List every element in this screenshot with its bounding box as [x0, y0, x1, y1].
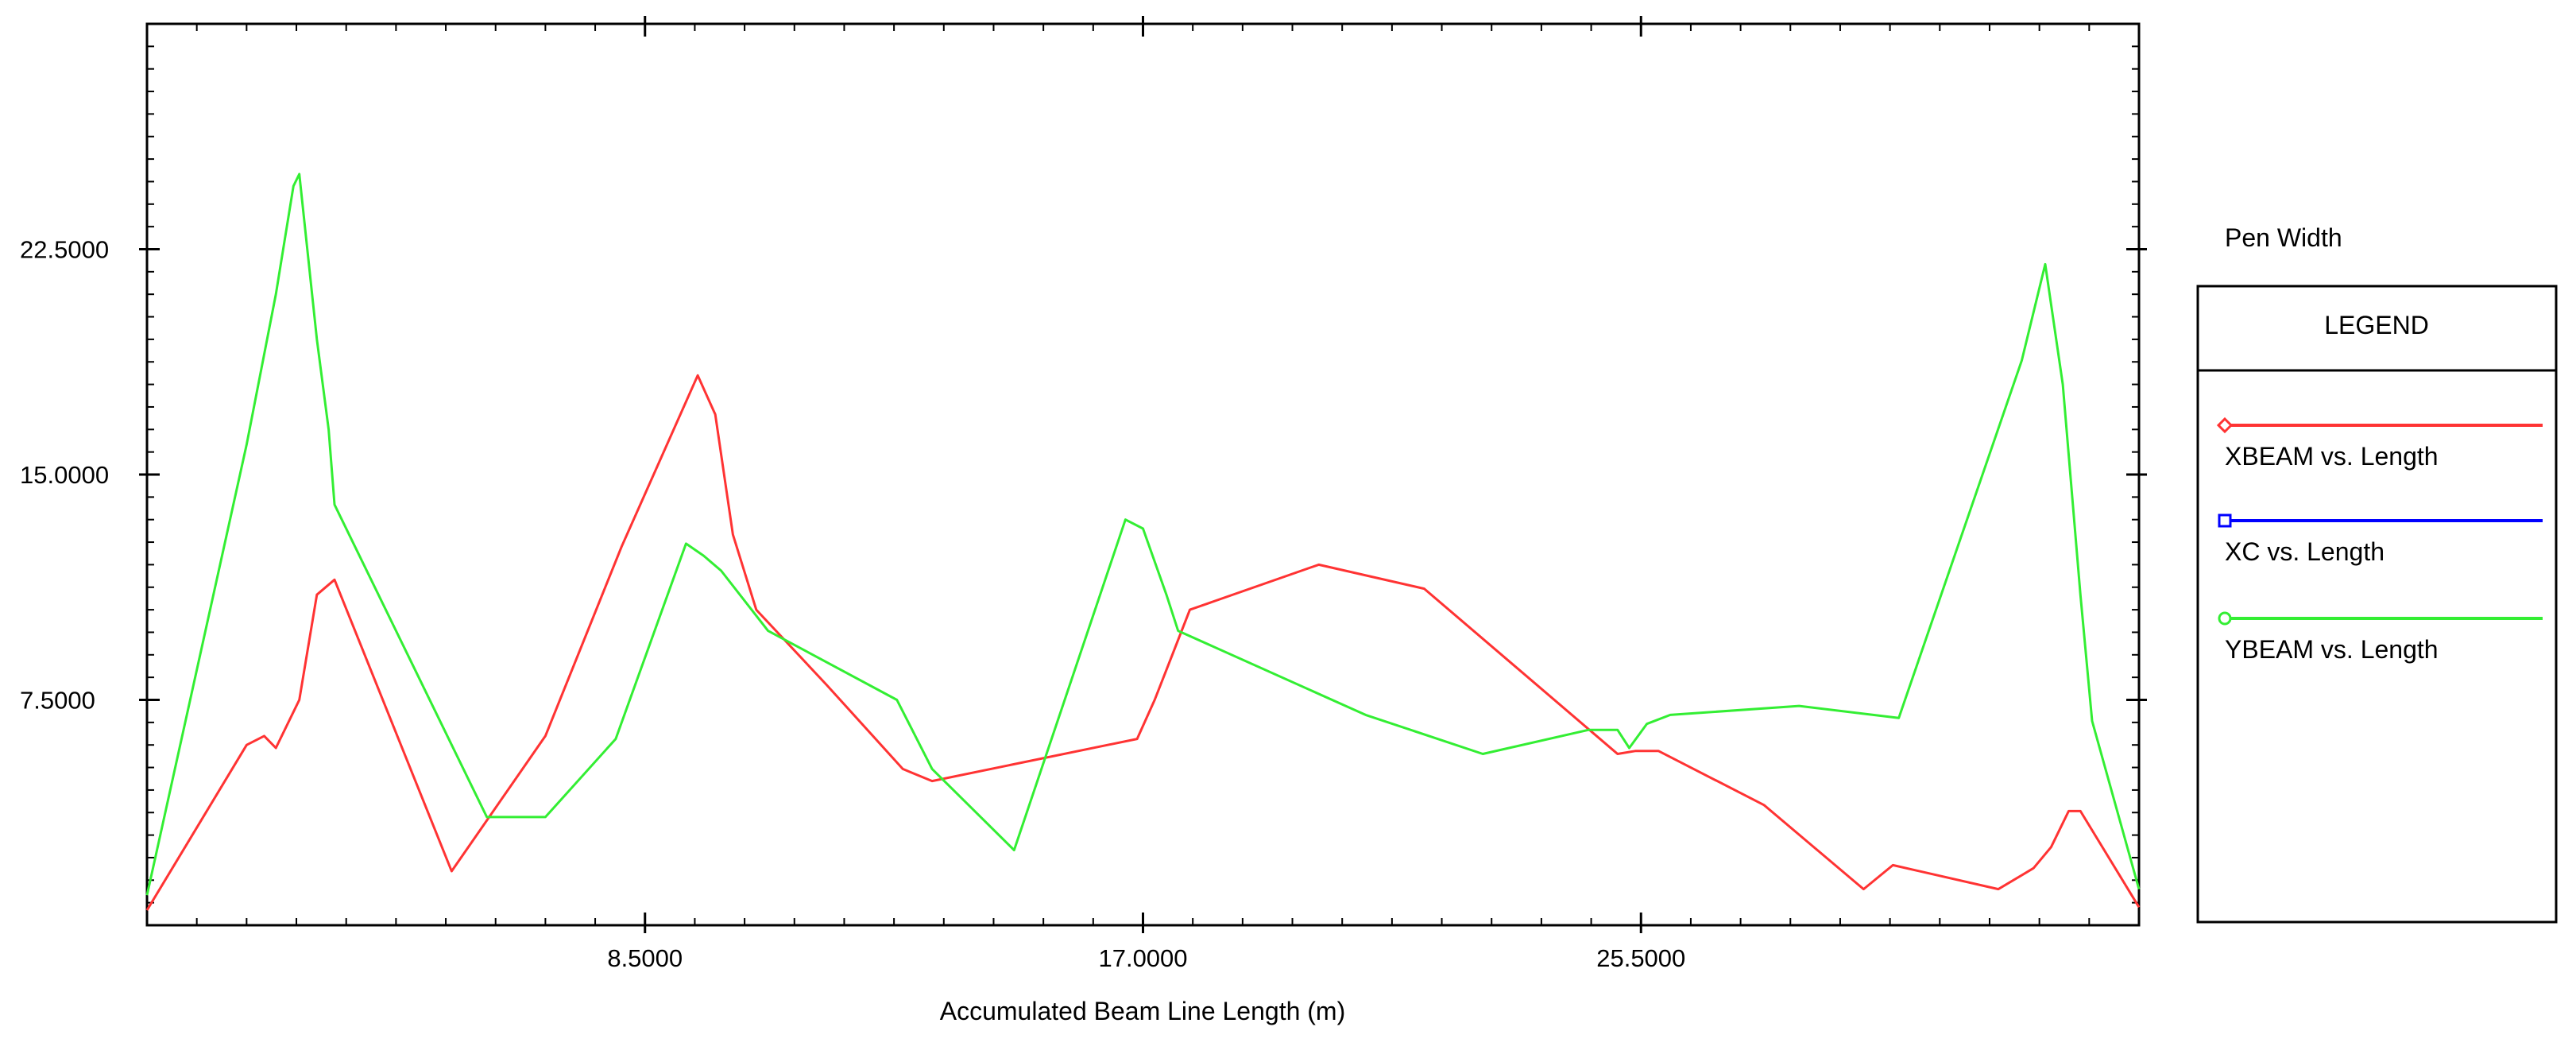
x-tick-labels: 8.5000 17.0000 25.5000 — [607, 944, 1685, 972]
y-tick-label: 7.5000 — [20, 687, 95, 715]
legend-label: XC vs. Length — [2225, 537, 2385, 566]
legend-entry: XC vs. Length — [2218, 513, 2543, 566]
legend-entries: XBEAM vs. Length XC vs. Length YBEAM vs. L… — [2216, 417, 2543, 664]
circle-marker-icon — [2218, 611, 2232, 626]
y-tick-label: 22.5000 — [20, 236, 109, 264]
x-tick-label: 25.5000 — [1596, 944, 1685, 972]
series-lines — [145, 172, 2141, 911]
legend-entry: XBEAM vs. Length — [2216, 417, 2543, 471]
legend-box — [2196, 285, 2558, 924]
major-ticks — [139, 16, 2147, 933]
y-tick-labels: 7.5000 15.0000 22.5000 — [20, 236, 109, 715]
series-line-0 — [145, 374, 2141, 911]
legend-entry: YBEAM vs. Length — [2218, 611, 2543, 664]
x-tick-label: 8.5000 — [607, 944, 683, 972]
pen-width-label: Pen Width — [2225, 223, 2342, 252]
x-axis-title: Accumulated Beam Line Length (m) — [940, 997, 1345, 1025]
series-line-2 — [145, 172, 2141, 896]
legend-title: LEGEND — [2324, 311, 2429, 339]
plot-frame — [145, 22, 2141, 927]
x-tick-label: 17.0000 — [1098, 944, 1187, 972]
diamond-marker-icon — [2216, 417, 2234, 434]
square-marker-icon — [2218, 513, 2232, 528]
legend-label: XBEAM vs. Length — [2225, 442, 2439, 471]
legend-label: YBEAM vs. Length — [2225, 635, 2439, 664]
y-tick-label: 15.0000 — [20, 461, 109, 489]
